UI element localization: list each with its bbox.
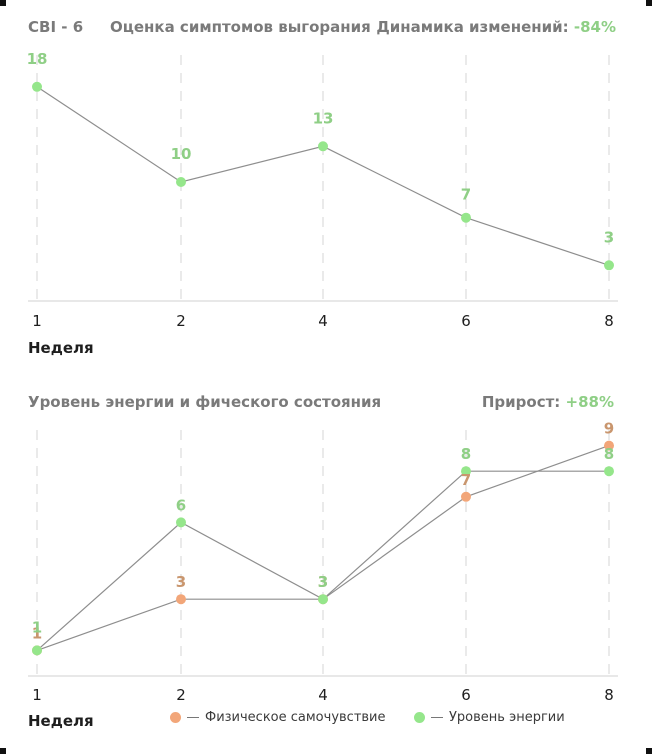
chart2-data-label-energy: 8 [461,445,471,463]
chart1-data-label-burnout: 18 [27,50,48,68]
legend-item-physical: Физическое самочувствие [170,710,386,725]
chart2-x-tick-label: 1 [32,686,42,704]
chart2-point-physical [604,440,614,451]
chart2-data-label-physical: 7 [461,471,471,489]
chart1-point-burnout [461,212,471,223]
chart1-data-label-burnout: 10 [171,145,192,163]
chart1-change-value: -84% [573,18,616,36]
chart2-data-label-physical: 3 [318,573,328,591]
chart2-title: Уровень энергии и фического состояния [28,393,382,411]
chart2-point-physical [461,491,471,502]
chart2-point-energy [461,466,471,477]
legend-item-energy: Уровень энергии [414,710,565,725]
chart2-change-value: +88% [565,393,614,411]
corner-mark [646,748,652,754]
chart1-x-tick-label: 4 [318,312,328,330]
chart1-x-tick-label: 6 [461,312,471,330]
legend-label-physical: Физическое самочувствие [205,710,386,725]
chart2-point-energy [318,594,328,605]
chart2-point-energy [176,517,186,528]
chart1-change-label: Динамика изменений: [376,18,569,36]
legend-dash [187,717,199,718]
chart2-x-axis-title: Неделя [28,712,94,730]
chart1-x-tick-label: 2 [176,312,186,330]
chart2-data-label-energy: 3 [318,573,328,591]
chart1-point-burnout [318,141,328,152]
chart1-data-label-burnout: 3 [604,228,614,246]
legend-swatch-physical [170,712,181,723]
corner-mark [0,0,6,6]
chart1-point-burnout [176,177,186,187]
corner-mark [646,0,652,6]
chart1-change: Динамика изменений: -84% [376,18,616,36]
chart2-point-physical [176,594,186,605]
chart2-data-label-physical: 1 [32,624,42,642]
chart1-data-label-burnout: 13 [313,109,334,127]
chart2-x-tick-label: 8 [604,686,614,704]
chart2-point-energy [32,645,42,656]
chart1-point-burnout [32,81,42,92]
chart2-change-label: Прирост: [481,393,561,411]
chart1-title: Оценка симптомов выгорания [110,18,371,36]
chart1-data-label-burnout: 7 [461,186,471,204]
chart2-data-label-energy: 6 [176,496,186,514]
chart2-point-energy [604,466,614,477]
corner-mark [0,748,6,754]
chart2-data-label-energy: 1 [32,618,42,636]
chart1-x-tick-label: 1 [32,312,42,330]
chart2-data-label-energy: 8 [604,445,614,463]
chart2-x-tick-label: 6 [461,686,471,704]
chart1-point-burnout [604,260,614,271]
legend-swatch-energy [414,712,425,723]
chart1-x-tick-label: 8 [604,312,614,330]
chart2-change: Прирост: +88% [482,393,614,411]
burnout-chart: 1 2 4 6 8 18 10 13 7 3 [27,50,618,330]
legend-dash [431,717,443,718]
chart2-data-label-physical: 3 [176,573,186,591]
legend-label-energy: Уровень энергии [449,710,565,725]
chart2-data-label-physical: 9 [604,420,614,438]
chart2-x-tick-label: 4 [318,686,328,704]
chart2-x-tick-label: 2 [176,686,186,704]
chart1-label: CBI - 6 [28,18,84,36]
chart1-x-axis-title: Неделя [28,339,94,357]
